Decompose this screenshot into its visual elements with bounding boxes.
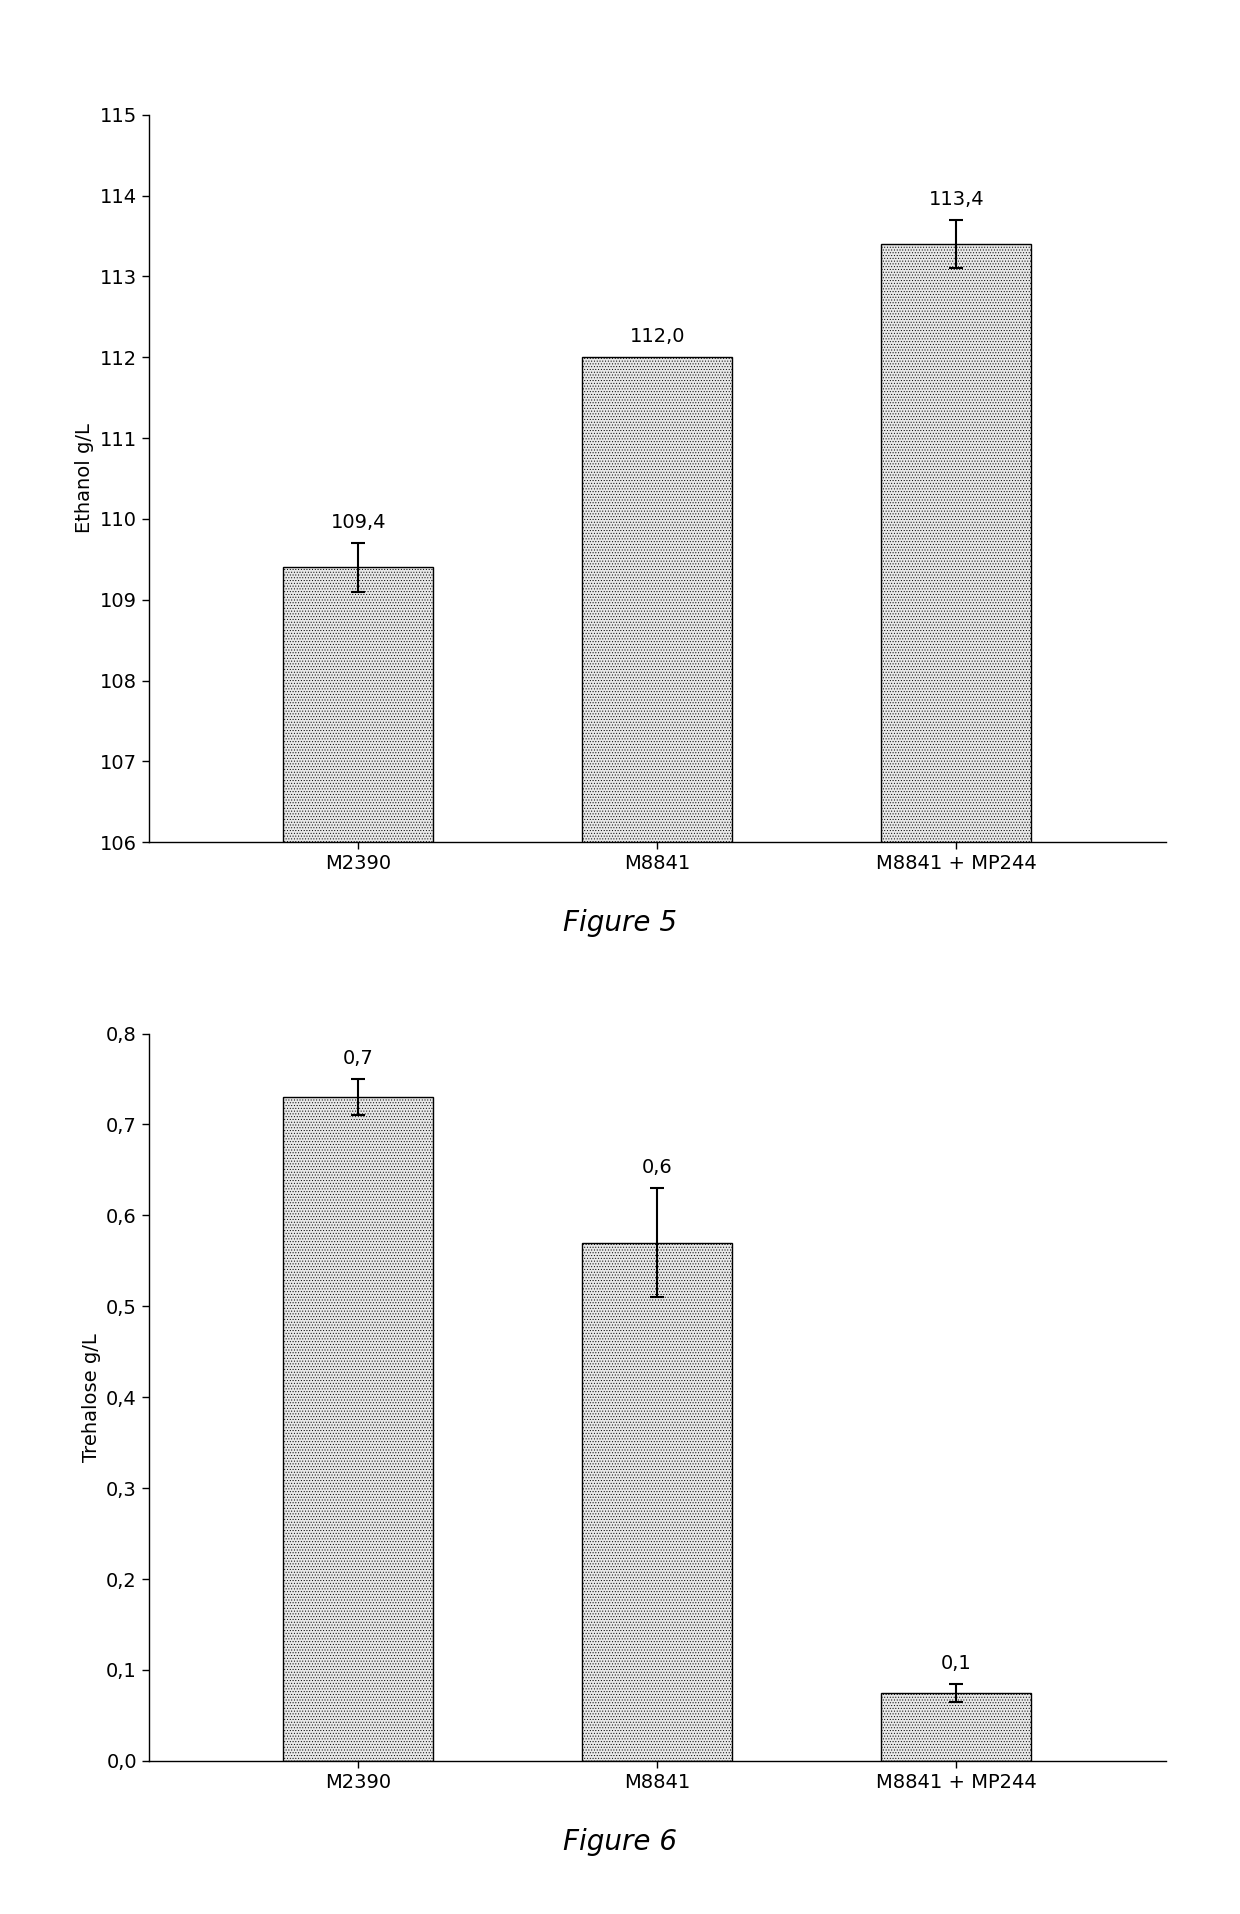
Text: 0,7: 0,7 <box>342 1049 373 1068</box>
Text: Figure 5: Figure 5 <box>563 909 677 938</box>
Text: 0,6: 0,6 <box>642 1158 672 1177</box>
Text: 113,4: 113,4 <box>929 189 985 209</box>
Text: 0,1: 0,1 <box>941 1654 972 1673</box>
Text: Figure 6: Figure 6 <box>563 1828 677 1857</box>
Text: 109,4: 109,4 <box>330 513 386 532</box>
Bar <box>583 1242 732 1761</box>
Text: 112,0: 112,0 <box>630 327 684 346</box>
Bar <box>284 567 433 1914</box>
Bar <box>583 358 732 1914</box>
Y-axis label: Ethanol g/L: Ethanol g/L <box>76 423 94 534</box>
Y-axis label: Trehalose g/L: Trehalose g/L <box>82 1332 100 1462</box>
Bar <box>882 245 1030 1914</box>
Bar <box>882 1692 1030 1761</box>
Bar <box>284 1097 433 1761</box>
